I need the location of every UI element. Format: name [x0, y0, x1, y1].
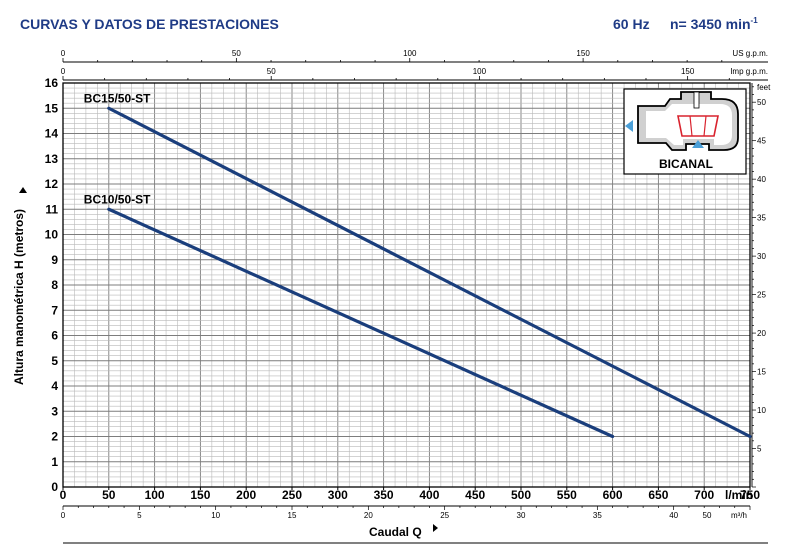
chart-title: CURVAS Y DATOS DE PRESTACIONES: [20, 16, 279, 32]
impeller-icon: [677, 115, 719, 137]
imp-gpm-tick-label: 50: [267, 67, 276, 76]
m3h-tick-label: 40: [669, 511, 678, 520]
speed-label: n= 3450 min-1: [670, 16, 758, 32]
m3h-unit: m³/h: [731, 511, 747, 520]
us-gpm-unit: US g.p.m.: [732, 49, 768, 58]
x-tick-label: 550: [557, 488, 577, 502]
x-tick-label: 600: [603, 488, 623, 502]
x-tick-label: 50: [102, 488, 116, 502]
y-axis-arrow-icon: [19, 187, 27, 193]
y-tick-label: 0: [51, 480, 58, 494]
x-tick-label: 400: [419, 488, 439, 502]
feet-tick-label: 30: [757, 252, 766, 261]
x-tick-label: 500: [511, 488, 531, 502]
feet-tick-label: 20: [757, 329, 766, 338]
y-tick-label: 15: [45, 101, 59, 115]
plot-frame: [62, 82, 751, 488]
x-axis-arrow-icon: [433, 524, 438, 532]
us-gpm-tick-label: 50: [232, 49, 241, 58]
y-tick-label: 9: [51, 253, 58, 267]
y-tick-label: 8: [51, 278, 58, 292]
y-tick-label: 12: [45, 177, 59, 191]
series-label-1: BC15/50-ST: [84, 91, 151, 105]
imp-gpm-unit: Imp g.p.m.: [730, 67, 768, 76]
x-tick-label: 100: [145, 488, 165, 502]
series-line-2: [107, 207, 615, 439]
y-tick-label: 3: [51, 404, 58, 418]
m3h-tick-label: 50: [703, 511, 712, 520]
x-axis-unit: l/min: [725, 488, 753, 502]
feet-tick-label: 5: [757, 445, 762, 454]
m3h-tick-label: 30: [517, 511, 526, 520]
feet-tick-label: 10: [757, 406, 766, 415]
m3h-axis: 0 5 10 15 20 25 30 35 40 50 m³/h: [61, 505, 751, 520]
x-tick-label: 300: [328, 488, 348, 502]
feet-tick-label: 15: [757, 368, 766, 377]
y-tick-label: 10: [45, 228, 59, 242]
series-line-1: [107, 106, 752, 439]
imp-gpm-tick-label: 100: [473, 67, 487, 76]
y-tick-label: 13: [45, 152, 59, 166]
x-axis-label: Caudal Q: [369, 525, 422, 539]
pump-shaft-icon: [693, 91, 700, 109]
feet-tick-label: 40: [757, 175, 766, 184]
y-tick-label: 7: [51, 303, 58, 317]
x-tick-label: 450: [465, 488, 485, 502]
m3h-tick-label: 25: [440, 511, 449, 520]
feet-tick-label: 45: [757, 137, 766, 146]
axis-tick-labels: 0 50 100 150 200 250 300 350 400 450 500 550 600 650 7…: [45, 76, 761, 502]
outlet-arrow-icon: [625, 120, 633, 132]
feet-tick-label: 50: [757, 98, 766, 107]
x-tick-label: 750: [740, 488, 760, 502]
y-tick-label: 1: [51, 455, 58, 469]
y-tick-label: 5: [51, 354, 58, 368]
x-tick-label: 650: [648, 488, 668, 502]
us-gpm-tick-label: 100: [403, 49, 417, 58]
feet-axis: 5 10 15 20 25 30 35 40 45 50 feet: [751, 83, 771, 488]
y-tick-label: 14: [45, 127, 59, 141]
x-tick-label: 150: [190, 488, 210, 502]
feet-unit: feet: [757, 83, 771, 92]
series-label-2: BC10/50-ST: [84, 192, 151, 206]
feet-tick-label: 25: [757, 291, 766, 300]
y-tick-label: 11: [45, 202, 58, 216]
imp-gpm-tick-label: 150: [681, 67, 695, 76]
y-tick-label: 6: [51, 329, 58, 343]
m3h-tick-label: 35: [593, 511, 602, 520]
m3h-tick-label: 10: [211, 511, 220, 520]
y-tick-label: 16: [45, 76, 59, 90]
bicanal-inset: BICANAL: [623, 88, 747, 175]
x-tick-label: 250: [282, 488, 302, 502]
y-tick-label: 2: [51, 430, 58, 444]
x-tick-label: 350: [374, 488, 394, 502]
x-tick-label: 700: [694, 488, 714, 502]
us-gpm-tick-label: 0: [61, 49, 66, 58]
inset-label: BICANAL: [659, 157, 713, 171]
y-tick-label: 4: [51, 379, 58, 393]
m3h-tick-label: 20: [364, 511, 373, 520]
x-tick-label: 200: [236, 488, 256, 502]
inlet-arrow-icon: [692, 140, 704, 148]
x-tick-label: 0: [60, 488, 67, 502]
curve-series: BC15/50-ST BC10/50-ST: [84, 91, 752, 439]
us-gpm-tick-label: 150: [576, 49, 590, 58]
top-axes: 0 50 100 150 US g.p.m. 0 50 100 150 Imp g.p.m.: [61, 49, 768, 81]
m3h-tick-label: 0: [61, 511, 66, 520]
y-axis-label: Altura manométrica H (metros): [12, 209, 26, 385]
m3h-tick-label: 15: [288, 511, 297, 520]
m3h-tick-label: 5: [137, 511, 142, 520]
frequency-label: 60 Hz: [613, 16, 650, 32]
imp-gpm-tick-label: 0: [61, 67, 66, 76]
feet-tick-label: 35: [757, 214, 766, 223]
